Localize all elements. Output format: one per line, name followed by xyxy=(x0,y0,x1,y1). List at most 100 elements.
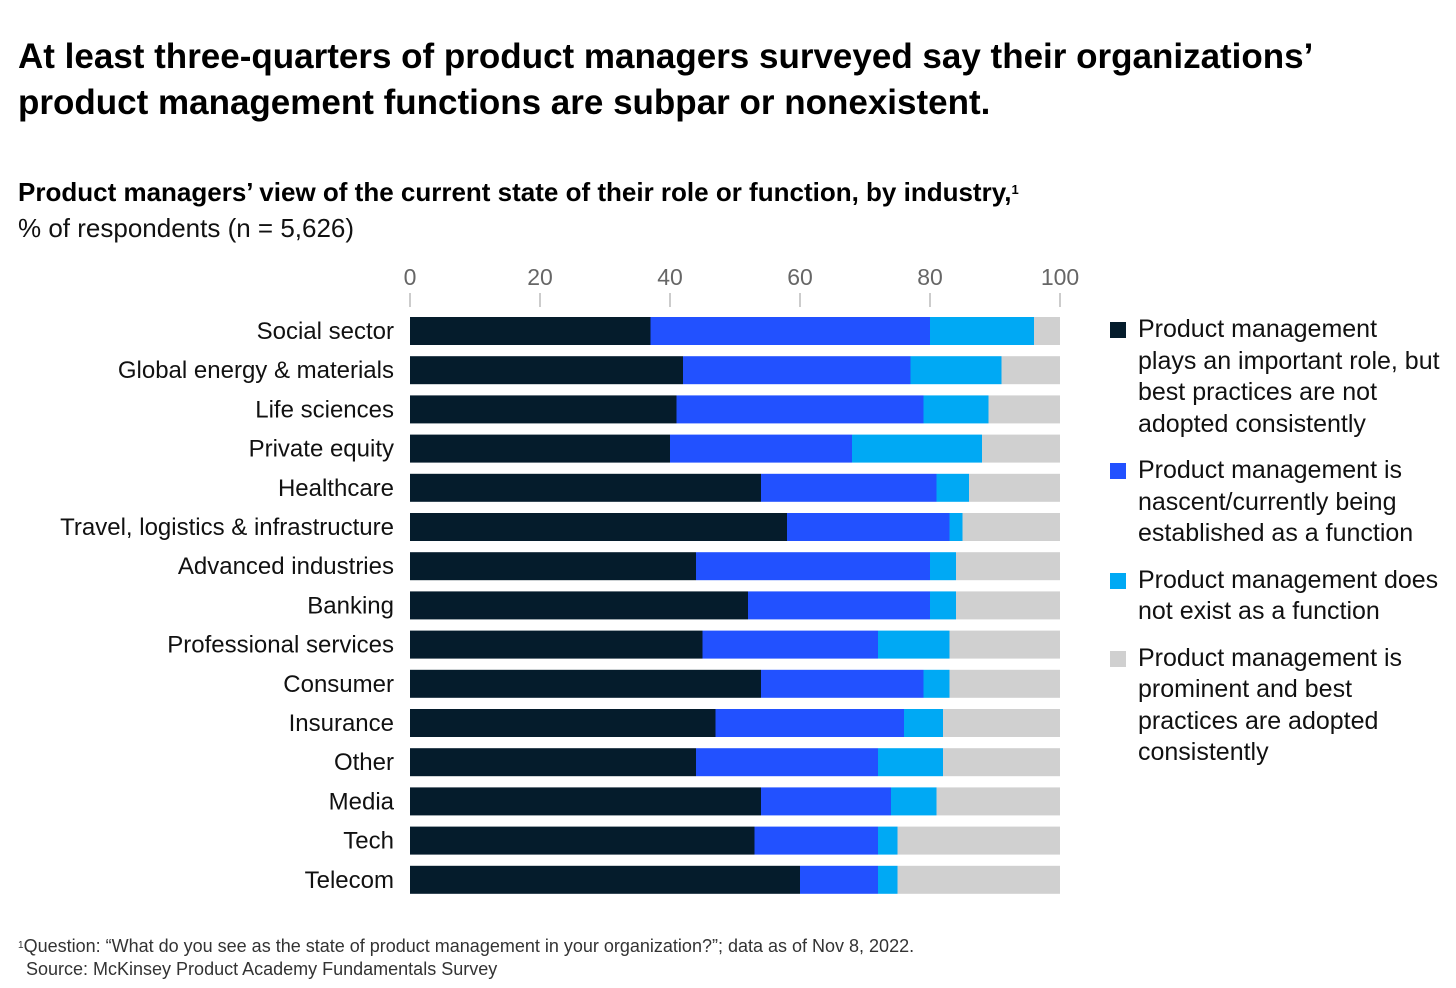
legend-label: Product management is prominent and best… xyxy=(1138,643,1403,767)
bar-segment xyxy=(936,787,1060,816)
category-label: Professional services xyxy=(167,632,394,659)
bar-segment xyxy=(761,669,924,698)
bar-segment xyxy=(962,513,1060,541)
bar-segment xyxy=(988,395,1060,424)
legend-swatch xyxy=(1110,572,1126,589)
bar-segment xyxy=(897,826,1060,855)
bar-segment xyxy=(930,591,956,620)
bar-segment xyxy=(949,513,963,541)
bar-segment xyxy=(930,552,956,581)
footnote: 1Question: “What do you see as the state… xyxy=(18,934,914,958)
category-label: Media xyxy=(329,788,395,815)
bar-segment xyxy=(787,513,950,541)
bar-segment xyxy=(878,865,898,894)
source-note: Source: McKinsey Product Academy Fundame… xyxy=(26,959,498,979)
footnote-marker: 1 xyxy=(18,940,24,951)
bar-segment xyxy=(410,395,677,424)
stacked-bar-chart: 0 20 40 60 80 100 Social sector Global energy … xyxy=(60,264,1079,894)
bar-segment xyxy=(936,473,969,502)
legend-item: Product management plays an important ro… xyxy=(1110,314,1440,440)
bar-segment xyxy=(982,434,1060,463)
bar-segment xyxy=(696,552,930,581)
bar-segment xyxy=(410,317,651,345)
bar-segment xyxy=(923,669,950,698)
bar-segment xyxy=(702,630,878,659)
bar-segment xyxy=(949,630,1060,659)
legend-swatch xyxy=(1110,322,1126,338)
footnote-text: Question: “What do you see as the state … xyxy=(23,936,915,956)
bar-segment xyxy=(650,317,930,345)
bar-segment xyxy=(410,630,703,659)
category-label: Travel, logistics & infrastructure xyxy=(60,514,394,541)
bar-segment xyxy=(897,865,1060,894)
category-label: Advanced industries xyxy=(178,553,394,580)
legend-item: Product management is nascent/currently … xyxy=(1110,455,1440,550)
category-label: Life sciences xyxy=(255,396,394,423)
unit-label: % of respondents (n = 5,626) xyxy=(18,213,355,243)
bar-segment xyxy=(410,434,670,463)
bar-segment xyxy=(956,552,1060,581)
x-axis: 0 20 40 60 80 100 xyxy=(404,264,1079,307)
bar-segment xyxy=(696,748,878,777)
subtitle-footnote-marker: 1 xyxy=(1011,182,1019,197)
bar-segment xyxy=(969,473,1060,502)
bar-segment xyxy=(410,826,755,855)
category-label: Insurance xyxy=(289,710,394,737)
bar-segment xyxy=(410,787,761,816)
category-label: Private equity xyxy=(249,436,394,463)
legend: Product management plays an important ro… xyxy=(1110,314,1440,784)
x-tick-label: 40 xyxy=(657,264,683,290)
bar-segment xyxy=(683,356,911,385)
legend-label: Product management is nascent/currently … xyxy=(1138,456,1414,547)
chart-subtitle-text: Product managers’ view of the current st… xyxy=(18,177,1012,207)
category-labels: Social sector Global energy & materials Li… xyxy=(60,318,395,894)
bar-segment xyxy=(852,434,982,463)
category-label: Other xyxy=(334,749,394,776)
bar-segment xyxy=(956,591,1060,620)
bar-segment xyxy=(949,669,1060,698)
bar-segment xyxy=(410,669,761,698)
bar-segment xyxy=(410,513,787,541)
bar-segment xyxy=(1034,317,1060,345)
category-label: Telecom xyxy=(305,867,394,894)
legend-label: Product management does not exist as a f… xyxy=(1138,565,1439,626)
category-label: Social sector xyxy=(257,318,394,345)
legend-item: Product management does not exist as a f… xyxy=(1110,565,1440,628)
legend-label: Product management plays an important ro… xyxy=(1138,315,1440,438)
bar-segment xyxy=(410,865,800,894)
bar-segment xyxy=(923,395,989,424)
bar-segment xyxy=(930,317,1034,345)
chart-title: At least three-quarters of product manag… xyxy=(18,37,1312,122)
category-label: Global energy & materials xyxy=(118,357,394,384)
bar-segment xyxy=(748,591,930,620)
bar-segment xyxy=(878,748,943,777)
bar-segment xyxy=(715,709,904,737)
bar-segment xyxy=(410,709,716,737)
bar-segment xyxy=(754,826,878,855)
bar-segment xyxy=(943,748,1060,777)
x-tick-label: 20 xyxy=(527,264,553,290)
bar-segment xyxy=(878,630,950,659)
category-label: Banking xyxy=(307,592,394,619)
bar-segment xyxy=(891,787,937,816)
bar-segment xyxy=(410,591,748,620)
bar-segment xyxy=(904,709,943,737)
category-label: Consumer xyxy=(283,671,394,698)
bar-segment xyxy=(670,434,852,463)
bar-segment xyxy=(910,356,1002,385)
bar-segment xyxy=(761,473,937,502)
x-tick-label: 100 xyxy=(1041,264,1079,290)
x-tick-label: 60 xyxy=(787,264,813,290)
bar-segment xyxy=(676,395,924,424)
bars xyxy=(410,317,1060,894)
legend-swatch xyxy=(1110,463,1126,479)
bar-segment xyxy=(410,552,696,581)
bar-segment xyxy=(410,356,683,385)
bar-segment xyxy=(410,748,696,777)
legend-item: Product management is prominent and best… xyxy=(1110,643,1440,769)
x-tick-label: 80 xyxy=(917,264,943,290)
category-label: Healthcare xyxy=(278,475,394,502)
bar-segment xyxy=(943,709,1060,737)
legend-swatch xyxy=(1110,650,1126,667)
bar-segment xyxy=(800,865,878,894)
